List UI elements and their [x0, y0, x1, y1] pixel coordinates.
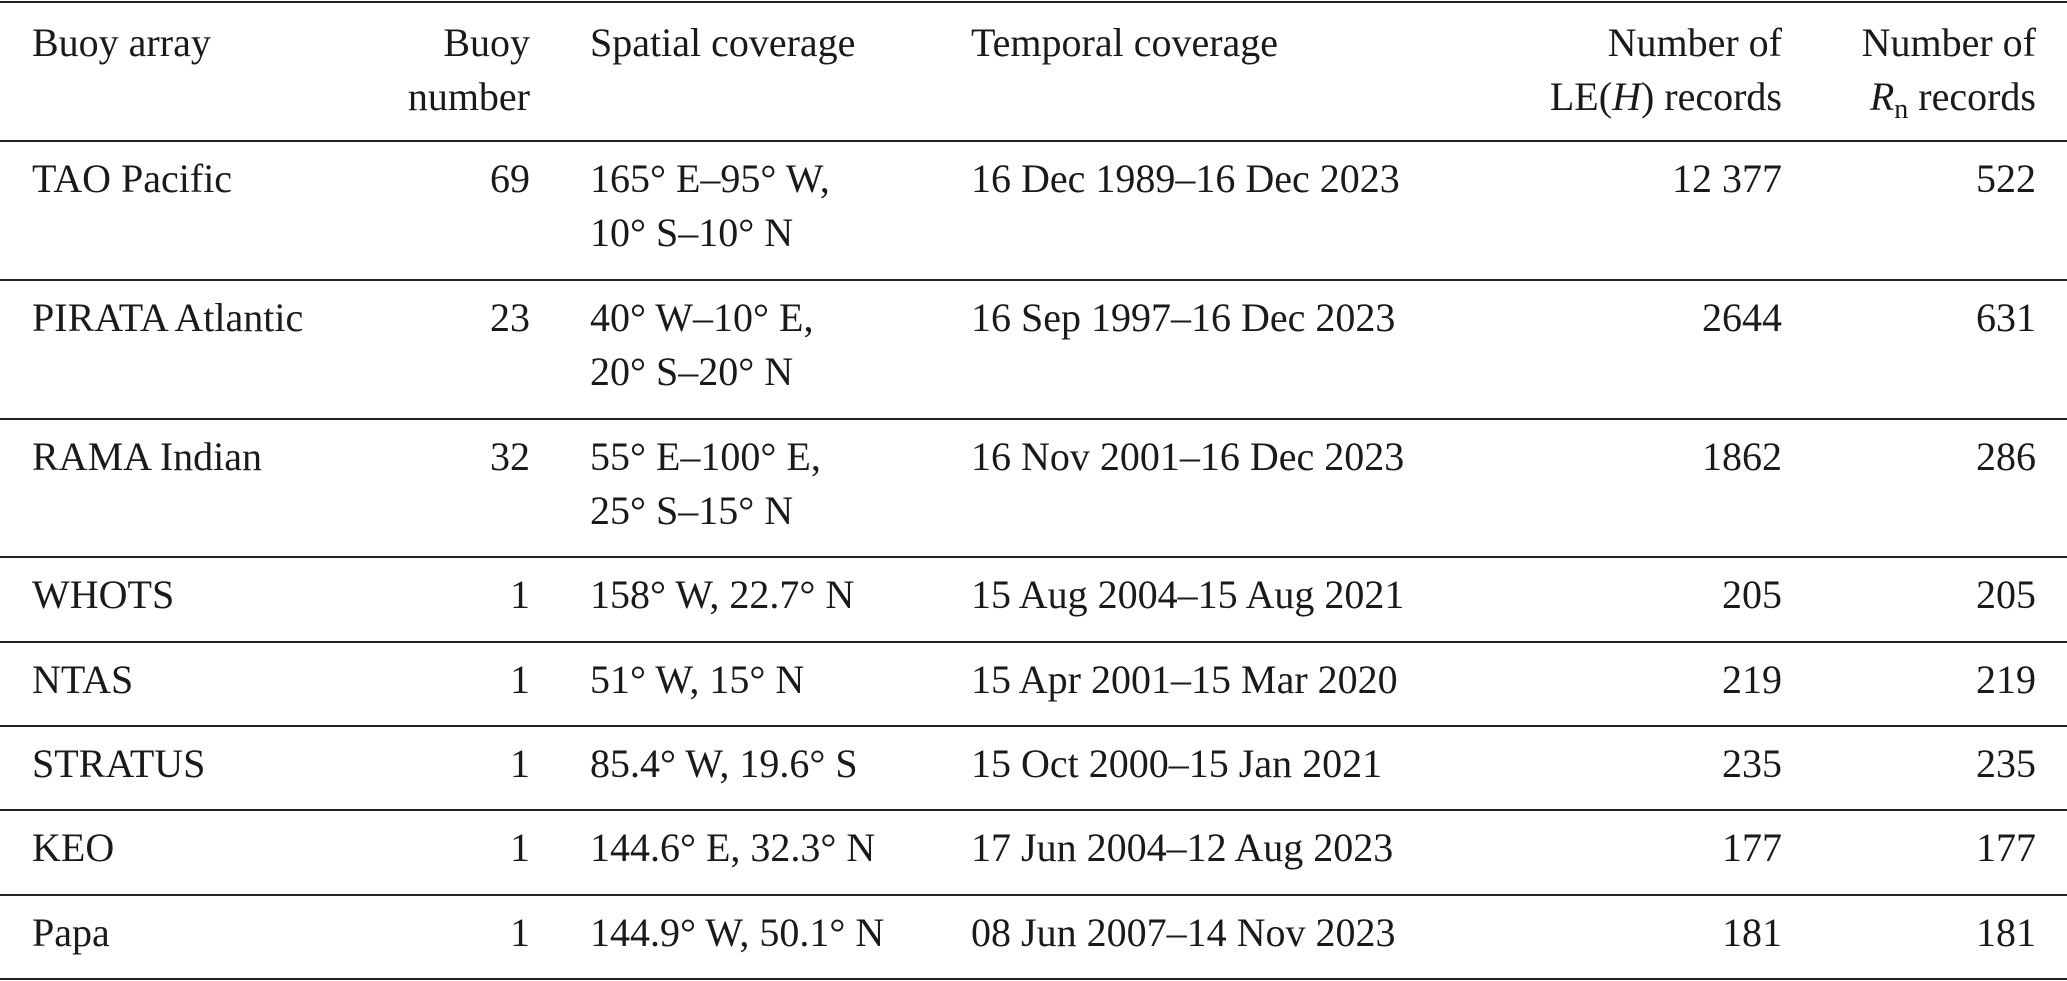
cell-line: 51° W, 15° N: [590, 657, 805, 702]
cell-line: 40° W–10° E,: [590, 295, 814, 340]
header-text: number: [407, 74, 530, 119]
table-cell: STRATUS: [32, 741, 206, 786]
table-cell: 205: [1976, 572, 2036, 617]
table-cell: 51° W, 15° N: [590, 653, 804, 707]
table-cell: TAO Pacific: [32, 156, 233, 201]
header-line: Spatial coverage: [590, 16, 855, 70]
header-text: ) records: [1640, 74, 1782, 119]
table-cell: WHOTS: [32, 572, 175, 617]
cell-line: 20° S–20° N: [590, 349, 794, 394]
header-line: number: [408, 70, 530, 124]
header-cell: Buoy array: [32, 16, 211, 70]
cell-line: 25° S–15° N: [590, 488, 794, 533]
table-cell: 15 Aug 2004–15 Aug 2021: [971, 572, 1405, 617]
table-cell: 16 Sep 1997–16 Dec 2023: [971, 295, 1396, 340]
rule: [0, 641, 2067, 643]
table-cell: 235: [1976, 741, 2036, 786]
rule: [0, 140, 2067, 142]
table-cell: 522: [1976, 156, 2036, 201]
table-cell: 1: [510, 910, 530, 955]
rule: [0, 894, 2067, 896]
cell-line: 144.9° W, 50.1° N: [590, 910, 885, 955]
table-cell: RAMA Indian: [32, 434, 262, 479]
table-cell: 16 Nov 2001–16 Dec 2023: [971, 434, 1405, 479]
table-cell: 181: [1722, 910, 1782, 955]
header-text: Temporal coverage: [971, 20, 1279, 65]
table-cell: 144.6° E, 32.3° N: [590, 821, 875, 875]
table-cell: 40° W–10° E, 20° S–20° N: [590, 291, 813, 399]
table-cell: 165° E–95° W, 10° S–10° N: [590, 152, 830, 260]
header-text: Spatial coverage: [590, 20, 856, 65]
cell-line: 85.4° W, 19.6° S: [590, 741, 858, 786]
header-text: records: [1908, 74, 2036, 119]
cell-line: 165° E–95° W,: [590, 156, 830, 201]
table-cell: 177: [1976, 825, 2036, 870]
header-line: Number of: [1862, 16, 2036, 70]
header-text: R: [1869, 74, 1895, 119]
header-text: Buoy: [443, 20, 530, 65]
table-cell: PIRATA Atlantic: [32, 295, 304, 340]
rule: [0, 556, 2067, 558]
table-cell: KEO: [32, 825, 115, 870]
header-cell: Number of LE(H) records: [1550, 16, 1782, 124]
table-cell: 219: [1976, 657, 2036, 702]
table-cell: 85.4° W, 19.6° S: [590, 737, 858, 791]
table-cell: 32: [490, 434, 530, 479]
table-cell: 55° E–100° E, 25° S–15° N: [590, 430, 821, 538]
rule: [0, 1, 2067, 3]
table-cell: 205: [1722, 572, 1782, 617]
header-text: H: [1612, 74, 1641, 119]
table-cell: 1: [510, 657, 530, 702]
table-cell: 1: [510, 572, 530, 617]
header-cell: Number of Rn records: [1862, 16, 2036, 137]
table-cell: 69: [490, 156, 530, 201]
rule: [0, 809, 2067, 811]
cell-line: 158° W, 22.7° N: [590, 572, 855, 617]
table-cell: NTAS: [32, 657, 134, 702]
header-line: Number of: [1550, 16, 1782, 70]
table-cell: 144.9° W, 50.1° N: [590, 906, 884, 960]
header-line: Buoy: [408, 16, 530, 70]
header-text: n: [1894, 94, 1909, 125]
header-text: LE(: [1549, 74, 1613, 119]
header-line: Temporal coverage: [971, 16, 1278, 70]
header-cell: Buoy number: [408, 16, 530, 124]
header-text: Buoy array: [32, 20, 211, 65]
header-line: Rn records: [1862, 70, 2036, 137]
table-cell: 1862: [1702, 434, 1782, 479]
table-cell: 2644: [1702, 295, 1782, 340]
header-cell: Temporal coverage: [971, 16, 1278, 70]
table-cell: 16 Dec 1989–16 Dec 2023: [971, 156, 1400, 201]
rule: [0, 725, 2067, 727]
table-cell: 219: [1722, 657, 1782, 702]
header-line: Buoy array: [32, 16, 211, 70]
table-cell: Papa: [32, 910, 110, 955]
table-cell: 15 Apr 2001–15 Mar 2020: [971, 657, 1398, 702]
rule: [0, 418, 2067, 420]
table-cell: 08 Jun 2007–14 Nov 2023: [971, 910, 1396, 955]
table-cell: 1: [510, 741, 530, 786]
rule: [0, 279, 2067, 281]
header-line: LE(H) records: [1550, 70, 1782, 124]
table-cell: 631: [1976, 295, 2036, 340]
table-cell: 158° W, 22.7° N: [590, 568, 854, 622]
table-cell: 15 Oct 2000–15 Jan 2021: [971, 741, 1383, 786]
cell-line: 144.6° E, 32.3° N: [590, 825, 876, 870]
table-cell: 235: [1722, 741, 1782, 786]
table-cell: 286: [1976, 434, 2036, 479]
header-text: Number of: [1607, 20, 1782, 65]
table-cell: 23: [490, 295, 530, 340]
table-cell: 1: [510, 825, 530, 870]
table-cell: 181: [1976, 910, 2036, 955]
cell-line: 10° S–10° N: [590, 210, 794, 255]
table-cell: 177: [1722, 825, 1782, 870]
table-cell: 17 Jun 2004–12 Aug 2023: [971, 825, 1394, 870]
table-cell: 12 377: [1672, 156, 1782, 201]
header-text: Number of: [1861, 20, 2036, 65]
cell-line: 55° E–100° E,: [590, 434, 821, 479]
rule: [0, 978, 2067, 980]
header-cell: Spatial coverage: [590, 16, 855, 70]
